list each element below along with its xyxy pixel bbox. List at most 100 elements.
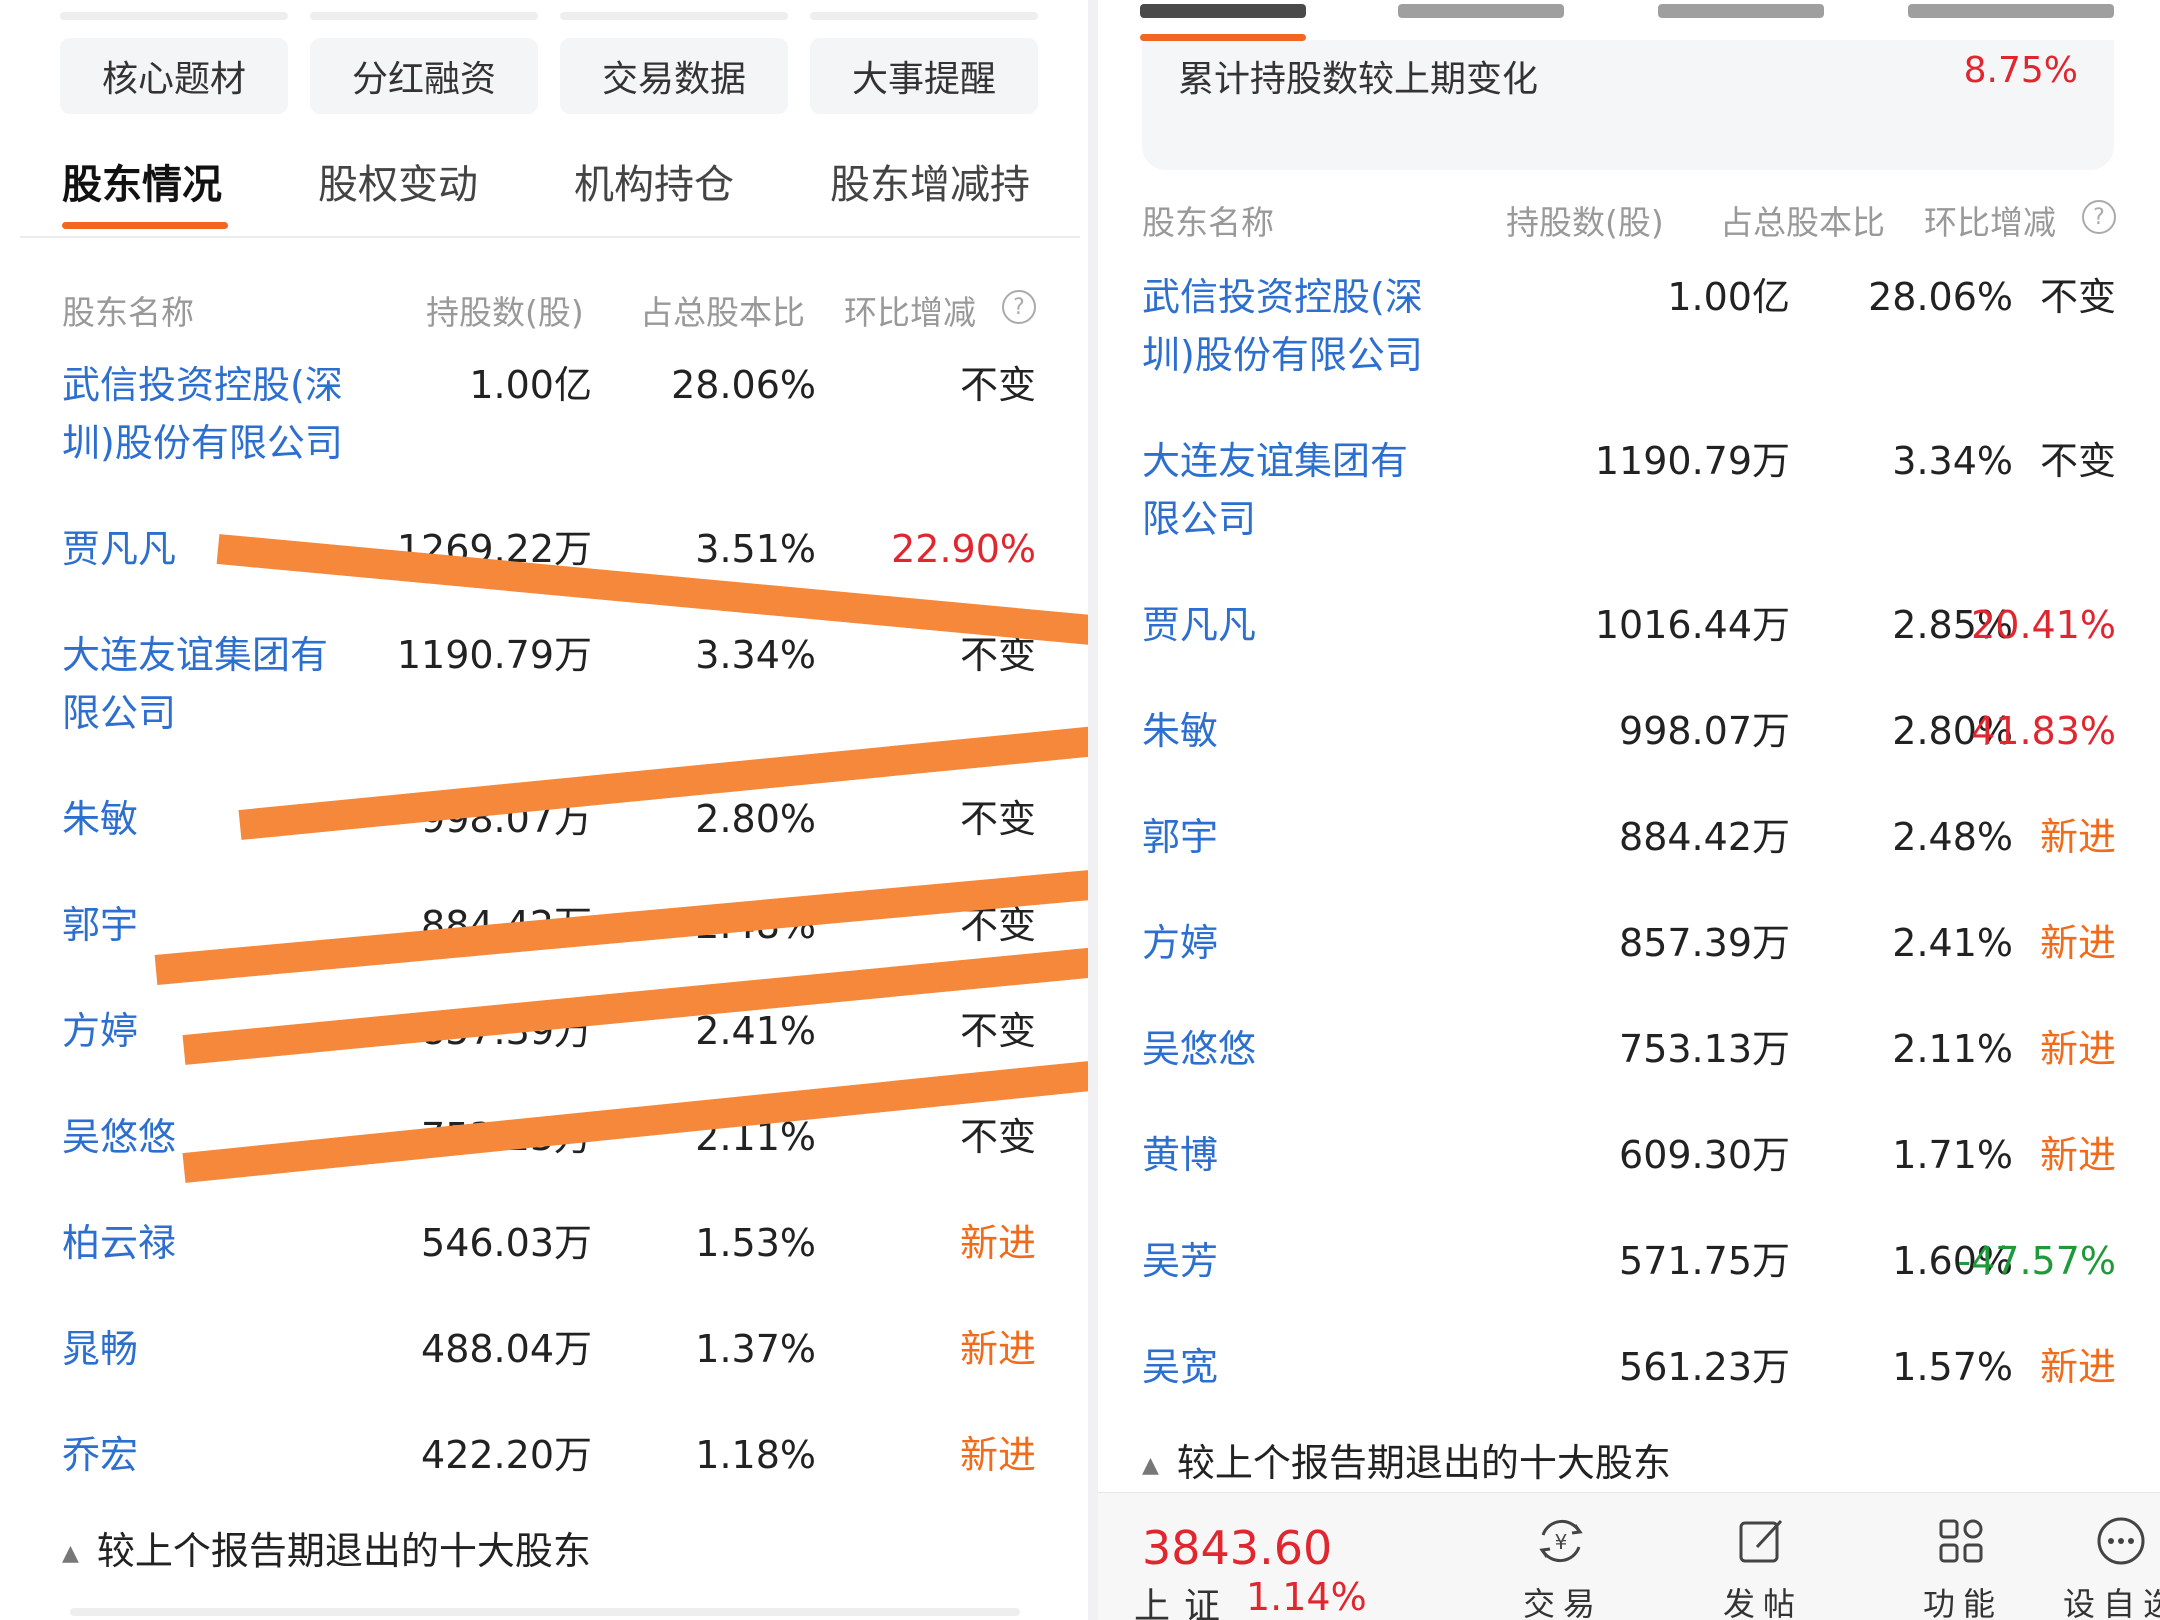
shareholder-name-link[interactable]: 吴悠悠 — [1142, 1027, 1257, 1071]
pill-core-theme[interactable]: 核心题材 — [60, 38, 288, 114]
caret-up-icon: ▲ — [62, 1541, 79, 1566]
ratio-cell: 28.06% — [1868, 275, 2013, 319]
change-cell: 不变 — [2039, 439, 2116, 483]
table-row[interactable]: 贾凡凡 1269.22万 3.51% 22.90% — [0, 520, 1088, 620]
table-row[interactable]: 大连友谊集团有 限公司 1190.79万 3.34% 不变 — [0, 626, 1088, 735]
exited-holders-label: 较上个报告期退出的十大股东 — [1176, 1441, 1671, 1485]
table-row[interactable]: 武信投资控股(深 圳)股份有限公司 1.00亿 28.06% 不变 — [0, 356, 1088, 465]
col-header-change: 环比增减 — [1924, 203, 2056, 242]
change-cell: -47.57% — [1957, 1239, 2116, 1283]
shares-cell: 609.30万 — [1619, 1133, 1790, 1177]
caret-up-icon: ▲ — [1142, 1453, 1159, 1478]
col-header-ratio: 占总股本比 — [1720, 203, 1885, 242]
top-scroll-edge — [560, 12, 788, 20]
help-icon[interactable]: ? — [1002, 290, 1036, 324]
change-cell: 不变 — [959, 1115, 1036, 1159]
ratio-cell: 2.48% — [1892, 815, 2013, 859]
active-tab-indicator — [62, 222, 228, 229]
ratio-cell: 1.71% — [1892, 1133, 2013, 1177]
edit-icon — [1739, 1519, 1783, 1563]
nav-add-watchlist[interactable]: 设自选 — [2058, 1503, 2160, 1620]
tab-institution-holdings[interactable]: 机构持仓 — [574, 162, 734, 208]
shareholder-name-link[interactable]: 贾凡凡 — [1142, 603, 1257, 647]
right-screenshot: 累计持股数较上期变化 8.75% 股东名称 持股数(股) 占总股本比 环比增减 … — [1098, 0, 2160, 1620]
shareholder-name-link[interactable]: 吴芳 — [1142, 1239, 1219, 1283]
table-row[interactable]: 晁畅 488.04万 1.37% 新进 — [0, 1320, 1088, 1420]
shareholder-name-link[interactable]: 晁畅 — [62, 1327, 139, 1371]
pill-dividend-financing[interactable]: 分红融资 — [310, 38, 538, 114]
shareholder-name-link[interactable]: 武信投资控股(深 圳)股份有限公司 — [62, 363, 343, 465]
top-scroll-edge — [310, 12, 538, 20]
tab-edge — [1140, 4, 1306, 18]
ratio-cell: 1.18% — [695, 1433, 816, 1477]
shareholder-name-link[interactable]: 大连友谊集团有 限公司 — [1142, 439, 1409, 541]
pill-major-events[interactable]: 大事提醒 — [810, 38, 1038, 114]
pill-trading-data[interactable]: 交易数据 — [560, 38, 788, 114]
shareholder-name-link[interactable]: 武信投资控股(深 圳)股份有限公司 — [1142, 275, 1423, 377]
tab-holder-changes[interactable]: 股东增减持 — [830, 162, 1030, 208]
tab-shareholders[interactable]: 股东情况 — [62, 162, 222, 208]
nav-post-label: 发帖 — [1722, 1585, 1803, 1620]
table-row[interactable]: 郭宇 884.42万 2.48% 新进 — [1098, 808, 2160, 908]
ratio-cell: 3.51% — [695, 527, 816, 571]
tab-equity-change[interactable]: 股权变动 — [318, 162, 478, 208]
col-header-name: 股东名称 — [62, 293, 194, 332]
col-header-ratio: 占总股本比 — [640, 293, 805, 332]
grid-icon — [1939, 1519, 1983, 1563]
col-header-name: 股东名称 — [1142, 203, 1274, 242]
index-value[interactable]: 3843.60 — [1142, 1521, 1333, 1575]
shareholder-name-link[interactable]: 方婷 — [62, 1009, 139, 1053]
shareholder-name-link[interactable]: 吴宽 — [1142, 1345, 1219, 1389]
ratio-cell: 1.60% — [1892, 1239, 2013, 1283]
ratio-cell: 1.53% — [695, 1221, 816, 1265]
exited-holders-toggle[interactable]: ▲ 较上个报告期退出的十大股东 — [62, 1520, 591, 1575]
change-cell: 新进 — [2039, 815, 2116, 859]
table-row[interactable]: 黄博 609.30万 1.71% 新进 — [1098, 1126, 2160, 1226]
table-row[interactable]: 乔宏 422.20万 1.18% 新进 — [0, 1426, 1088, 1526]
shareholder-name-link[interactable]: 贾凡凡 — [62, 527, 177, 571]
nav-functions[interactable]: 功能 — [1898, 1503, 2028, 1620]
shares-cell: 1016.44万 — [1594, 603, 1790, 647]
shares-cell: 998.07万 — [1619, 709, 1790, 753]
table-row[interactable]: 柏云禄 546.03万 1.53% 新进 — [0, 1214, 1088, 1314]
more-icon — [2097, 1517, 2145, 1565]
tab-edge — [1908, 4, 2114, 18]
shareholder-name-link[interactable]: 朱敏 — [62, 797, 139, 841]
change-cell: 新进 — [2039, 921, 2116, 965]
table-row[interactable]: 贾凡凡 1016.44万 2.85% 20.41% — [1098, 596, 2160, 696]
shareholder-name-link[interactable]: 朱敏 — [1142, 709, 1219, 753]
ratio-cell: 2.41% — [1892, 921, 2013, 965]
shareholder-name-link[interactable]: 郭宇 — [1142, 815, 1219, 859]
shareholder-name-link[interactable]: 郭宇 — [62, 903, 139, 947]
shareholder-name-link[interactable]: 吴悠悠 — [62, 1115, 177, 1159]
table-row[interactable]: 武信投资控股(深 圳)股份有限公司 1.00亿 28.06% 不变 — [1098, 268, 2160, 377]
summary-label: 累计持股数较上期变化 — [1178, 59, 1539, 100]
shareholder-name-link[interactable]: 大连友谊集团有 限公司 — [62, 633, 329, 735]
table-row[interactable]: 吴悠悠 753.13万 2.11% 新进 — [1098, 1020, 2160, 1120]
shareholder-name-link[interactable]: 黄博 — [1142, 1133, 1219, 1177]
shareholder-name-link[interactable]: 乔宏 — [62, 1433, 139, 1477]
tab-edge — [1398, 4, 1564, 18]
shareholder-name-link[interactable]: 柏云禄 — [62, 1221, 177, 1265]
divider — [20, 236, 1080, 238]
top-scroll-edge — [60, 12, 288, 20]
nav-trade[interactable]: ¥ 交易 — [1498, 1503, 1628, 1620]
nav-post[interactable]: 发帖 — [1698, 1503, 1828, 1620]
shareholder-name-link[interactable]: 方婷 — [1142, 921, 1219, 965]
table-row[interactable]: 朱敏 998.07万 2.80% 41.83% — [1098, 702, 2160, 802]
table-row[interactable]: 方婷 857.39万 2.41% 新进 — [1098, 914, 2160, 1014]
change-cell: 不变 — [959, 1009, 1036, 1053]
shares-cell: 488.04万 — [421, 1327, 592, 1371]
exited-holders-label: 较上个报告期退出的十大股东 — [96, 1529, 591, 1573]
table-row[interactable]: 吴宽 561.23万 1.57% 新进 — [1098, 1338, 2160, 1438]
help-icon[interactable]: ? — [2082, 200, 2116, 234]
shares-cell: 1190.79万 — [1594, 439, 1790, 483]
nav-add-watchlist-label: 设自选 — [2062, 1585, 2160, 1620]
table-row[interactable]: 吴芳 571.75万 1.60% -47.57% — [1098, 1232, 2160, 1332]
active-tab-indicator — [1140, 34, 1306, 41]
index-change: 1.14% — [1246, 1575, 1367, 1619]
table-row[interactable]: 大连友谊集团有 限公司 1190.79万 3.34% 不变 — [1098, 432, 2160, 541]
exited-holders-toggle[interactable]: ▲ 较上个报告期退出的十大股东 — [1142, 1432, 1671, 1487]
tab-edge — [1658, 4, 1824, 18]
shares-cell: 884.42万 — [1619, 815, 1790, 859]
